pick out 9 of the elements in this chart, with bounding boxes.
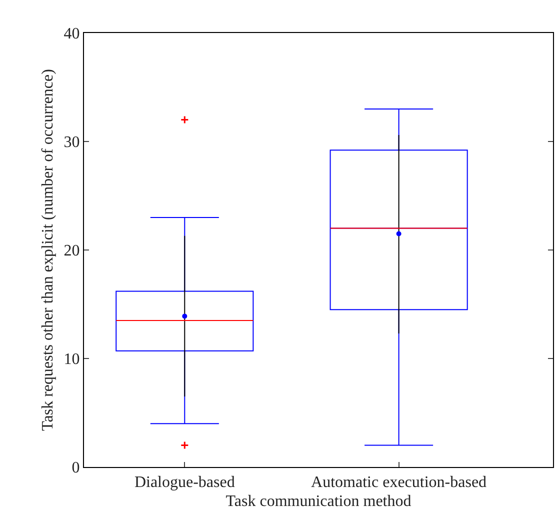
x-axis-title: Task communication method	[226, 492, 412, 510]
y-tick-label: 40	[64, 26, 80, 43]
x-tick-label: Automatic execution-based	[311, 474, 487, 492]
y-tick-label: 0	[72, 460, 80, 477]
y-axis-title: Task requests other than explicit (number of occurrence)	[40, 69, 57, 431]
y-tick-label: 30	[64, 134, 80, 152]
y-tick-label: 10	[64, 351, 80, 368]
x-tick-label: Dialogue-based	[134, 474, 235, 492]
y-tick-label: 20	[64, 242, 80, 260]
